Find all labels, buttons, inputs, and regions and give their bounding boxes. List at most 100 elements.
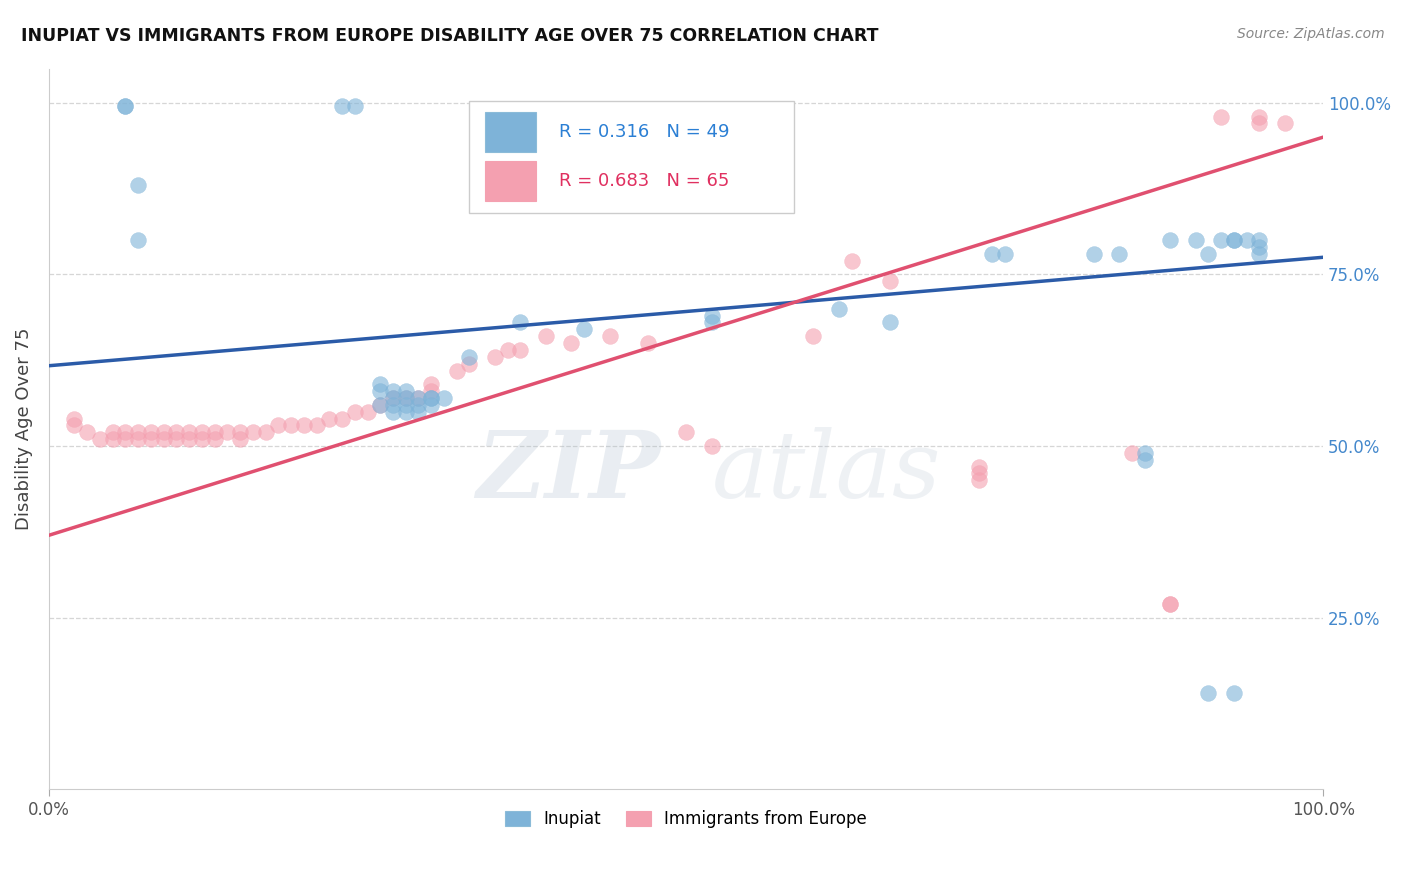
Point [420,391,443,405]
Point [1223,686,1246,700]
Point [267,418,290,433]
Point [114,432,136,446]
Point [1211,110,1233,124]
Point [700,316,723,330]
Point [1198,686,1220,700]
Point [395,405,418,419]
Point [204,432,226,446]
Point [1083,247,1105,261]
Point [127,233,149,247]
Point [458,357,481,371]
Point [114,99,136,113]
Point [368,384,391,398]
Point [217,425,239,440]
Point [458,350,481,364]
Point [967,459,990,474]
Point [700,439,723,453]
Point [879,316,901,330]
Point [89,432,111,446]
Text: INUPIAT VS IMMIGRANTS FROM EUROPE DISABILITY AGE OVER 75 CORRELATION CHART: INUPIAT VS IMMIGRANTS FROM EUROPE DISABI… [21,27,879,45]
Point [1249,247,1271,261]
Point [841,253,863,268]
Point [76,425,98,440]
Point [1249,240,1271,254]
Point [114,425,136,440]
Point [292,418,315,433]
Point [165,425,187,440]
Point [127,178,149,193]
Point [700,309,723,323]
Point [1274,116,1296,130]
Point [191,432,214,446]
Point [63,418,86,433]
Point [980,247,1002,261]
Text: Source: ZipAtlas.com: Source: ZipAtlas.com [1237,27,1385,41]
Point [637,336,659,351]
Point [1223,233,1246,247]
Point [127,432,149,446]
Point [191,425,214,440]
Point [1121,446,1143,460]
Point [204,425,226,440]
Point [382,398,405,412]
Point [368,377,391,392]
FancyBboxPatch shape [470,101,794,212]
Point [382,391,405,405]
Point [254,425,277,440]
Point [534,329,557,343]
Point [139,425,162,440]
Point [496,343,519,357]
Y-axis label: Disability Age Over 75: Disability Age Over 75 [15,327,32,530]
Point [179,425,201,440]
Text: ZIP: ZIP [477,427,661,517]
Point [330,411,353,425]
Point [356,405,378,419]
Point [280,418,302,433]
Point [420,391,443,405]
Point [139,432,162,446]
Point [1223,233,1246,247]
Point [509,316,531,330]
Point [1159,233,1181,247]
Point [1198,247,1220,261]
Point [368,398,391,412]
Point [63,411,86,425]
Point [101,425,124,440]
Point [420,377,443,392]
Point [1211,233,1233,247]
Point [330,99,353,113]
Point [408,391,430,405]
Point [152,425,174,440]
Point [1159,597,1181,611]
Point [408,391,430,405]
Point [395,391,418,405]
Point [408,398,430,412]
Point [828,301,851,316]
Text: R = 0.683   N = 65: R = 0.683 N = 65 [558,172,730,190]
Point [395,391,418,405]
Point [179,432,201,446]
Point [967,467,990,481]
Point [1249,116,1271,130]
Point [803,329,825,343]
Point [382,391,405,405]
Text: R = 0.316   N = 49: R = 0.316 N = 49 [558,123,730,141]
Point [420,398,443,412]
Point [420,384,443,398]
Point [994,247,1017,261]
Point [101,432,124,446]
Point [967,474,990,488]
Point [879,274,901,288]
Point [1159,597,1181,611]
Point [599,329,621,343]
Point [408,405,430,419]
Point [1108,247,1130,261]
Point [152,432,174,446]
Point [242,425,264,440]
Point [382,384,405,398]
Point [229,432,252,446]
Point [1249,233,1271,247]
Point [1249,110,1271,124]
Point [368,398,391,412]
Point [395,384,418,398]
